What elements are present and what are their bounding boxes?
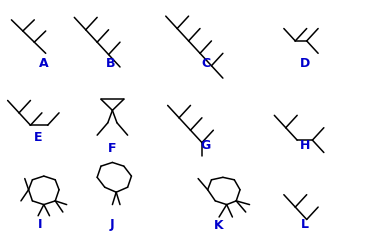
Text: A: A	[39, 57, 49, 70]
Text: H: H	[299, 139, 310, 152]
Text: G: G	[201, 139, 211, 152]
Text: J: J	[110, 218, 115, 231]
Text: K: K	[214, 219, 224, 232]
Text: I: I	[38, 218, 42, 231]
Text: D: D	[300, 57, 310, 70]
Text: B: B	[106, 57, 115, 70]
Text: C: C	[201, 57, 210, 70]
Text: E: E	[34, 131, 42, 144]
Text: L: L	[301, 218, 309, 231]
Text: F: F	[108, 142, 117, 155]
